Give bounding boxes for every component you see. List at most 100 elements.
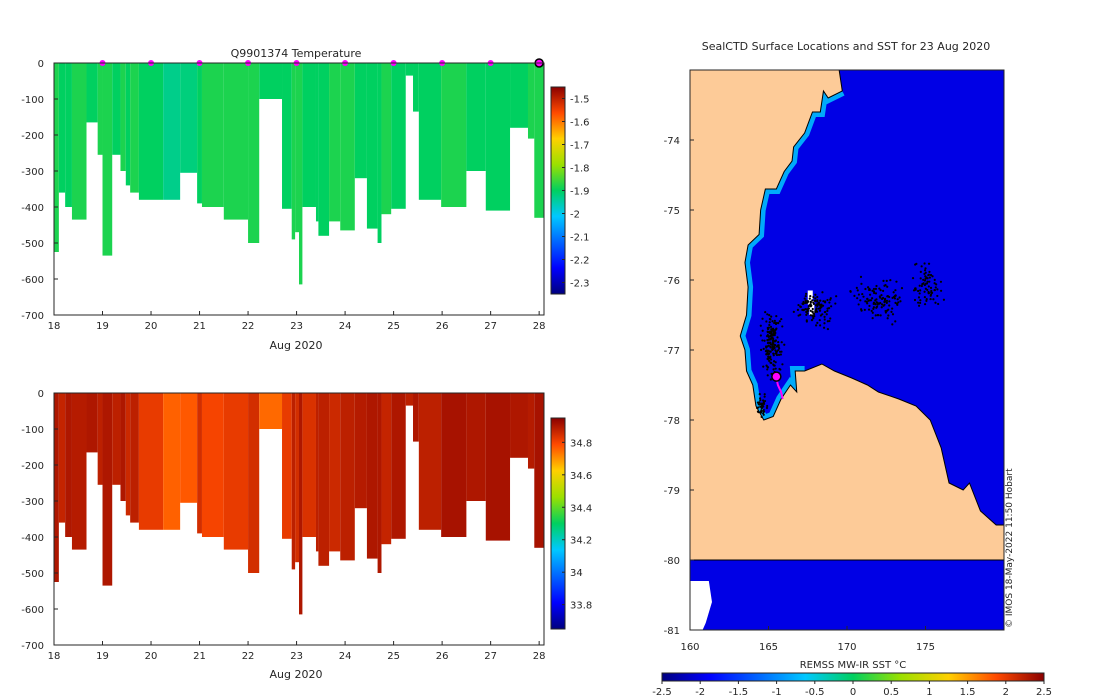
- seal-track-point: [879, 314, 882, 317]
- salinity-profiles: [54, 393, 544, 615]
- salinity-x-ticks: 18 19 20 21 22 23 24 25 26 27 28: [48, 641, 546, 662]
- temperature-profile-bar: [197, 63, 202, 204]
- seal-track-point: [767, 357, 770, 360]
- temperature-profile-bar: [510, 63, 528, 128]
- seal-track-point: [759, 398, 762, 402]
- seal-track-point: [770, 315, 773, 318]
- seal-track-point: [926, 280, 929, 283]
- seal-track-point: [898, 296, 901, 299]
- seal-track-point: [774, 367, 777, 370]
- seal-track-point: [939, 289, 943, 292]
- seal-track-point: [849, 290, 852, 293]
- seal-track-point: [928, 280, 931, 283]
- map-y-tick-label: -76: [664, 276, 680, 287]
- map-cb-tick-label: 2: [1003, 687, 1009, 698]
- temperature-y-tick-label: 0: [38, 59, 44, 70]
- seal-track-point: [780, 341, 783, 344]
- seal-track-point: [805, 320, 808, 323]
- salinity-profile-bar: [71, 393, 87, 550]
- seal-track-point: [935, 283, 938, 286]
- seal-track-point: [774, 321, 778, 324]
- seal-track-point: [772, 348, 775, 351]
- seal-track-point: [879, 289, 882, 292]
- salinity-y-tick-label: -400: [21, 533, 44, 544]
- salinity-profile-bar: [197, 393, 202, 534]
- map-x-tick-label: 160: [680, 642, 699, 653]
- seal-track-point: [772, 352, 775, 355]
- temperature-profile-bar: [354, 63, 367, 179]
- seal-track-point: [814, 297, 817, 300]
- salinity-x-tick-label: 27: [484, 651, 497, 662]
- salinity-y-tick-label: -300: [21, 497, 44, 508]
- map-cb-tick-label: -1.5: [729, 687, 749, 698]
- seal-track-point: [917, 301, 920, 304]
- seal-track-point: [881, 296, 885, 300]
- seal-track-point: [815, 324, 818, 327]
- seal-track-point: [875, 305, 879, 308]
- seal-track-point: [937, 302, 940, 306]
- temperature-profile-bar: [201, 63, 224, 207]
- seal-track-point: [834, 302, 837, 305]
- seal-track-point: [824, 310, 827, 314]
- salinity-axes-frame: [53, 392, 545, 646]
- temperature-profile-bar: [282, 63, 292, 209]
- temperature-colorbar-ticks: -1.5 -1.6 -1.7 -1.8 -1.9 -2 -2.1 -2.2 -2.3: [562, 95, 590, 290]
- salinity-profile-bar: [201, 393, 224, 537]
- credit-text: © IMOS 18-May-2022 11:50 Hobart: [1005, 468, 1015, 628]
- seal-track-point: [765, 406, 769, 410]
- temperature-profile-bar: [381, 63, 392, 215]
- seal-track-point: [871, 311, 874, 314]
- temperature-profile-bar: [377, 63, 382, 243]
- temperature-profile-bar: [259, 63, 283, 99]
- temperature-profile-bar: [58, 63, 66, 193]
- salinity-profile-bar: [413, 393, 419, 442]
- seal-track-point: [763, 339, 766, 342]
- salinity-profile-bar: [138, 393, 164, 530]
- seal-current-location: [771, 371, 782, 382]
- salinity-profile-bar: [340, 393, 355, 561]
- temperature-profile-bar: [418, 63, 442, 200]
- seal-track-point: [826, 309, 829, 312]
- salinity-profile-bar: [485, 393, 511, 541]
- sst-map-panel: SealCTD Surface Locations and SST for 23…: [652, 40, 1052, 698]
- seal-track-point: [872, 287, 876, 291]
- salinity-profile-bar: [125, 393, 131, 516]
- seal-track-point: [759, 403, 762, 406]
- temperature-y-tick-label: -600: [21, 275, 44, 286]
- salinity-y-tick-label: -700: [21, 641, 44, 652]
- seal-track-point: [882, 289, 885, 292]
- seal-track-point: [885, 299, 889, 302]
- seal-track-point: [761, 402, 764, 405]
- seal-track-point: [933, 278, 936, 281]
- seal-track-point: [768, 352, 771, 355]
- seal-track-point: [886, 294, 889, 298]
- seal-track-point: [874, 314, 877, 317]
- salinity-profile-bar: [180, 393, 198, 503]
- map-colorbar: [661, 672, 1045, 682]
- seal-track-point: [827, 307, 831, 310]
- temperature-profile-bar: [130, 63, 139, 193]
- map-cb-tick-label: 2.5: [1036, 687, 1052, 698]
- seal-track-point: [928, 276, 931, 279]
- map-y-tick-label: -78: [664, 416, 680, 427]
- salinity-profile-bar: [534, 393, 544, 548]
- map-cb-tick-label: -2: [695, 687, 705, 698]
- seal-track-point: [821, 304, 825, 307]
- seal-track-point: [872, 307, 875, 310]
- map-x-ticks: 160 165 170 175: [680, 626, 935, 653]
- temperature-profile-bar: [54, 63, 59, 252]
- seal-track-point: [763, 393, 766, 396]
- temperature-profile-bar: [391, 63, 406, 209]
- seal-track-point: [766, 338, 769, 342]
- seal-track-point: [777, 344, 780, 347]
- seal-track-point: [772, 340, 775, 343]
- seal-track-point: [762, 347, 765, 350]
- seal-track-point: [923, 303, 927, 306]
- seal-track-point: [828, 301, 831, 304]
- salinity-cb-tick-label: 34.8: [570, 438, 592, 449]
- seal-track-point: [816, 304, 819, 308]
- map-y-tick-label: -81: [664, 626, 680, 637]
- seal-track-point: [885, 301, 888, 304]
- seal-track-point: [804, 299, 807, 302]
